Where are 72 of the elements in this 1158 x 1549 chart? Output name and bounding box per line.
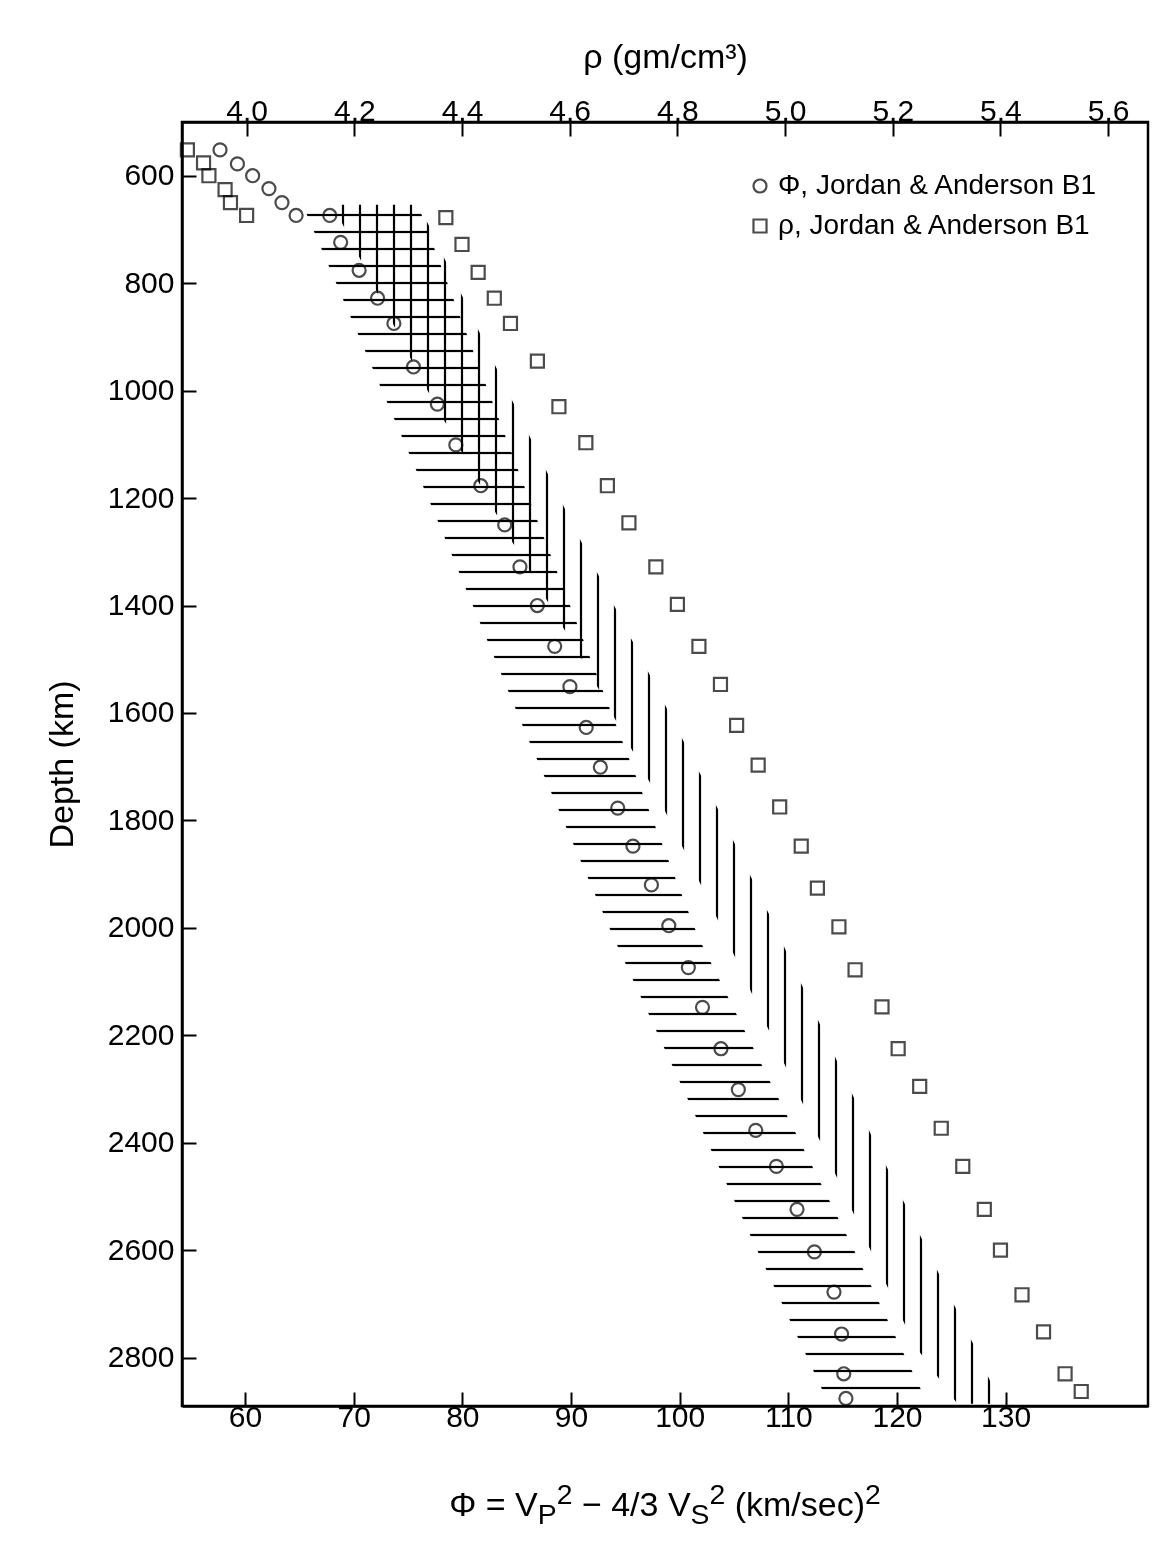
y-axis-title: Depth (km) (41, 680, 80, 849)
point (1014, 1287, 1030, 1303)
x-tick-label: 80 (446, 1399, 480, 1433)
y-tick-label: 2200 (107, 1017, 175, 1051)
point (772, 799, 788, 815)
y-tick-label: 1800 (107, 802, 175, 836)
point (691, 638, 707, 654)
point (454, 236, 470, 253)
point (1035, 1324, 1052, 1340)
point (890, 1041, 906, 1057)
point (648, 559, 664, 575)
point (438, 210, 454, 226)
point (729, 717, 745, 733)
point (470, 264, 486, 281)
y-tick-label: 1600 (107, 695, 175, 729)
x2-tick-label: 4.4 (441, 93, 484, 127)
y-tick-label: 600 (124, 158, 175, 192)
legend-label: Φ, Jordan & Anderson B1 (778, 169, 1097, 200)
point (529, 353, 545, 369)
legend-label: ρ, Jordan & Anderson B1 (778, 209, 1090, 240)
point (847, 962, 863, 978)
point (831, 919, 847, 935)
x-tick-label: 100 (655, 1399, 706, 1433)
point (217, 182, 233, 198)
x2-tick-label: 5.4 (980, 93, 1022, 127)
point (599, 478, 615, 494)
x2-tick-label: 4.0 (226, 93, 268, 127)
x2-tick-label: 4.6 (549, 93, 592, 127)
x-tick-label: 120 (872, 1399, 923, 1433)
point (933, 1120, 949, 1136)
x2-tick-label: 5.6 (1087, 93, 1130, 127)
point (502, 315, 519, 332)
point (874, 999, 890, 1015)
point (750, 757, 766, 773)
y-tick-label: 2000 (107, 910, 175, 944)
point (793, 838, 809, 854)
x-tick-label: 70 (337, 1399, 371, 1433)
y-tick-label: 800 (124, 265, 175, 299)
point (1057, 1366, 1073, 1382)
y-tick-label: 1000 (107, 373, 175, 407)
x2-axis-title: ρ (gm/cm³) (583, 36, 748, 75)
x-tick-label: 60 (228, 1399, 263, 1433)
point (551, 399, 567, 415)
point (712, 676, 729, 693)
x2-tick-label: 4.8 (657, 93, 699, 127)
point (486, 290, 502, 306)
point (195, 155, 212, 171)
y-tick-label: 1400 (107, 588, 175, 622)
point (239, 207, 255, 224)
point (955, 1158, 971, 1175)
point (976, 1201, 992, 1217)
point (809, 880, 825, 896)
x-tick-label: 110 (764, 1399, 813, 1433)
y-tick-label: 2800 (107, 1340, 175, 1374)
x2-tick-label: 5.2 (872, 93, 915, 127)
point (222, 194, 239, 211)
point (1073, 1383, 1089, 1400)
point (578, 435, 594, 451)
x-tick-label: 90 (554, 1399, 589, 1433)
x2-tick-label: 4.2 (333, 93, 376, 127)
point (201, 168, 217, 184)
point (179, 142, 195, 158)
point (621, 515, 637, 531)
y-tick-label: 2400 (107, 1125, 175, 1159)
x-tick-label: 130 (981, 1399, 1032, 1433)
y-tick-label: 2600 (107, 1232, 175, 1266)
point (912, 1078, 928, 1094)
point (669, 596, 685, 613)
x-axis-title: Φ = V$_{P}$$^{2}$ − 4/3 V$_{S}$$^{2}$ (km/sec)$^{2}$ (448, 1478, 882, 1532)
point (992, 1242, 1009, 1258)
x2-tick-label: 5.0 (764, 93, 807, 127)
y-tick-label: 1200 (107, 480, 175, 514)
